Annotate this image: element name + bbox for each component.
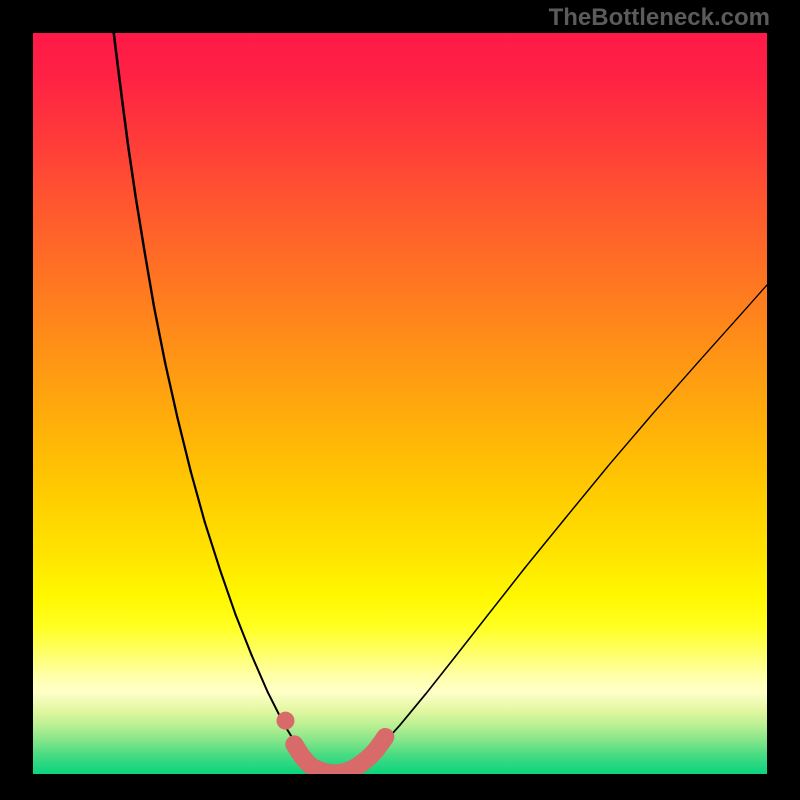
watermark-text: TheBottleneck.com — [549, 4, 770, 32]
chart-stage: TheBottleneck.com — [0, 0, 800, 800]
gradient-panel — [33, 33, 767, 774]
overlay-dot — [277, 712, 295, 730]
bottleneck-curve-chart — [0, 0, 800, 800]
